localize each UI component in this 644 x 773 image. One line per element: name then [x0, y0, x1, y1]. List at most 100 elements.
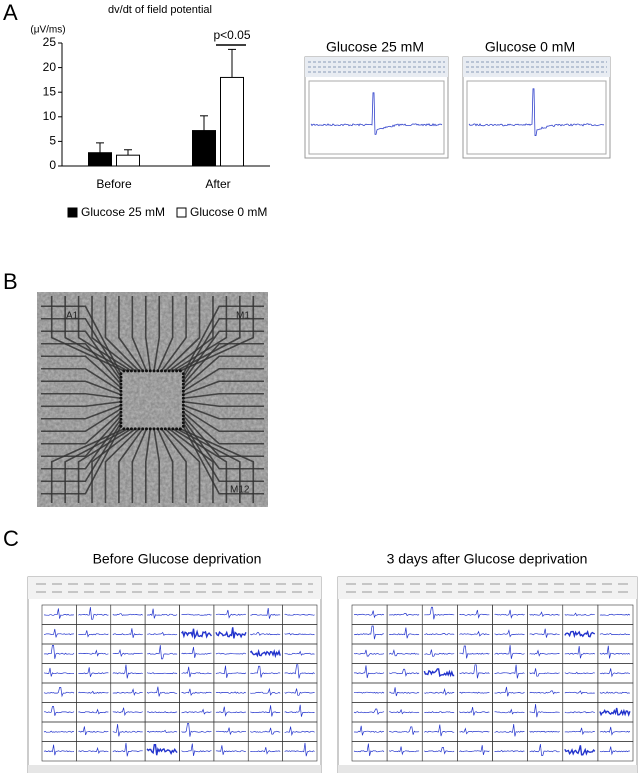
channel-trace	[459, 691, 490, 694]
channel-trace	[78, 607, 109, 620]
channel-trace	[78, 630, 109, 638]
channel-trace	[353, 610, 385, 619]
electrode-site	[156, 369, 160, 373]
electrode-site	[152, 369, 156, 373]
electrode-site	[181, 400, 185, 404]
electrode-lead	[41, 418, 122, 470]
panel-label: B	[3, 269, 18, 294]
trace-screenshot	[304, 56, 449, 159]
channel-trace	[215, 691, 247, 694]
channel-trace	[599, 613, 631, 616]
trace	[310, 92, 443, 135]
electrode-site	[119, 389, 123, 393]
channel-trace	[181, 666, 212, 678]
electrode-site	[126, 369, 130, 373]
y-tick-label: 0	[49, 158, 56, 172]
channel-trace	[250, 727, 281, 735]
channel-trace	[284, 688, 315, 696]
electrode-lead	[164, 296, 201, 372]
channel-trace	[389, 687, 420, 697]
channel-trace	[494, 686, 525, 697]
channel-trace	[389, 613, 420, 617]
channel-trace	[181, 723, 212, 737]
channel-trace	[494, 749, 525, 753]
electrode-lead	[157, 428, 174, 503]
channel-trace	[389, 627, 420, 639]
electrode-lead	[118, 428, 144, 503]
channel-trace	[112, 613, 143, 616]
bar	[192, 130, 216, 167]
channel-trace	[43, 667, 75, 677]
channel-trace	[112, 628, 143, 638]
status-bar	[28, 765, 321, 773]
electrode-lead	[182, 317, 264, 378]
electrode-lead	[168, 428, 214, 503]
trace-title: Glucose 25 mM	[326, 39, 424, 55]
channel-trace	[424, 606, 455, 620]
channel-trace	[250, 632, 281, 636]
electrode-site	[137, 369, 141, 373]
annotation: p<0.05	[213, 28, 250, 42]
electrode-lead	[182, 411, 264, 445]
channel-trace	[389, 726, 420, 735]
electrode-site	[181, 410, 185, 414]
electrode-site	[163, 369, 167, 373]
channel-trace	[112, 723, 143, 737]
electrode-lead	[182, 408, 264, 433]
channel-trace	[147, 711, 178, 714]
channel-trace	[215, 727, 246, 736]
channel-trace	[529, 628, 560, 638]
channel-trace	[284, 726, 315, 737]
electrode-site	[141, 427, 145, 431]
channel-trace	[564, 629, 596, 639]
channel-trace	[146, 744, 178, 756]
electrode-site	[119, 382, 123, 386]
electrode-site	[119, 375, 123, 379]
channel-trace	[564, 671, 595, 675]
channel-trace	[354, 665, 385, 679]
channel-trace	[424, 724, 455, 737]
electrode-site	[167, 427, 171, 431]
electrode-site	[141, 369, 145, 373]
channel-trace	[529, 611, 560, 618]
channel-trace	[181, 688, 212, 697]
electrode-site	[152, 427, 156, 431]
channel-trace	[112, 688, 143, 696]
channel-trace	[215, 627, 247, 639]
channel-trace	[78, 649, 109, 657]
channel-trace	[353, 691, 385, 694]
channel-trace	[181, 743, 212, 756]
status-bar	[338, 765, 637, 773]
channel-cell	[597, 741, 634, 762]
electrode-site	[181, 407, 185, 411]
channel-trace	[250, 608, 281, 619]
channel-trace	[43, 608, 75, 619]
channel-trace	[249, 648, 281, 659]
channel-trace	[599, 707, 631, 717]
x-tick-label: After	[205, 177, 230, 191]
electrode-site	[119, 421, 123, 425]
electrode-site	[181, 393, 185, 397]
channel-trace	[459, 707, 490, 716]
electrode-lead	[183, 404, 264, 420]
electrode-label: M1	[236, 311, 250, 322]
electrode-site	[181, 386, 185, 390]
electrode-site	[156, 427, 160, 431]
channel-trace	[284, 632, 315, 636]
channel-trace	[599, 645, 631, 659]
electrode-lead	[118, 296, 144, 372]
legend-swatch	[67, 207, 78, 218]
electrode-site	[160, 369, 164, 373]
window	[27, 576, 322, 773]
electrode-lead	[182, 425, 264, 495]
electrode-site	[126, 427, 130, 431]
legend-swatch	[176, 207, 187, 218]
channel-trace	[43, 706, 75, 716]
channel-trace	[147, 729, 178, 734]
electrode-site	[178, 427, 182, 431]
channel-trace	[564, 690, 595, 695]
channel-trace	[78, 746, 109, 755]
y-tick-label: 20	[43, 60, 57, 74]
bar	[88, 152, 112, 167]
electrode-site	[129, 427, 133, 431]
